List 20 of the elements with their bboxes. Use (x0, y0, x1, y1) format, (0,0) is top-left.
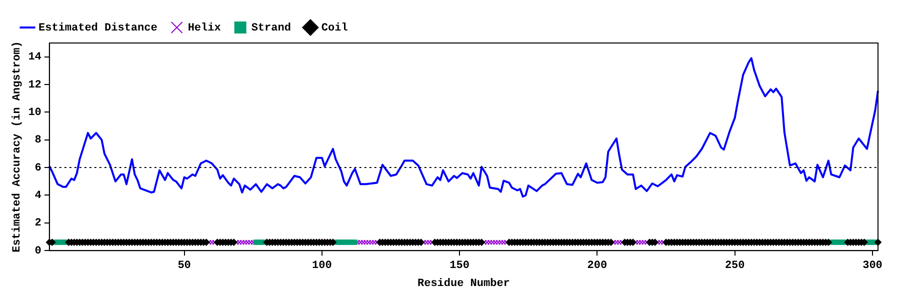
x-tick-label: 50 (178, 260, 191, 272)
legend-label: Coil (321, 22, 348, 34)
y-tick-label: 0 (34, 245, 42, 258)
x-tick-label: 300 (862, 260, 882, 272)
legend-label: Strand (251, 22, 291, 34)
legend-label: Helix (188, 22, 222, 34)
y-axis-title: Estimated Accuracy (in Angstrom) (11, 41, 24, 252)
y-tick-label: 8 (34, 134, 42, 147)
y-tick-label: 12 (28, 79, 42, 92)
legend-label: Estimated Distance (38, 22, 158, 34)
x-axis-title: Residue Number (417, 278, 510, 290)
x-tick-label: 250 (724, 260, 745, 272)
y-tick-label: 10 (28, 106, 42, 119)
x-tick-label: 150 (450, 260, 470, 272)
x-tick-label: 200 (587, 260, 608, 272)
y-tick-label: 14 (28, 52, 42, 64)
y-tick-label: 2 (34, 218, 42, 230)
x-tick-label: 100 (312, 260, 332, 272)
y-tick-label: 6 (34, 162, 42, 174)
y-tick-label: 4 (34, 190, 42, 202)
